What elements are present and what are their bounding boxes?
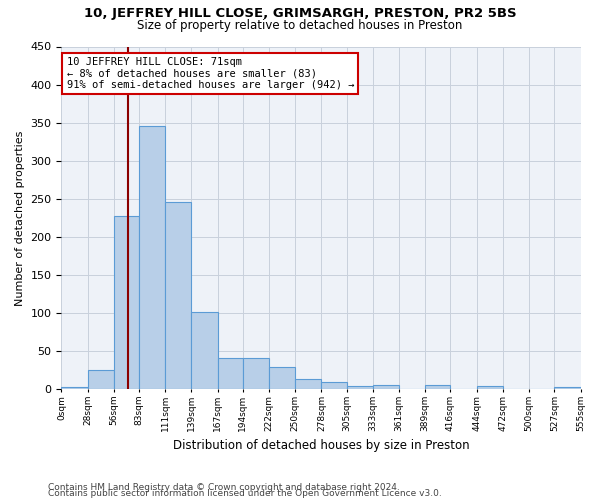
Text: Size of property relative to detached houses in Preston: Size of property relative to detached ho…	[137, 18, 463, 32]
Bar	[191, 312, 218, 389]
X-axis label: Distribution of detached houses by size in Preston: Distribution of detached houses by size …	[173, 440, 469, 452]
Bar	[347, 386, 373, 389]
Bar	[269, 367, 295, 389]
Bar	[243, 358, 269, 389]
Bar	[114, 216, 139, 389]
Bar	[139, 126, 165, 389]
Y-axis label: Number of detached properties: Number of detached properties	[15, 130, 25, 306]
Bar	[554, 387, 581, 389]
Bar	[165, 202, 191, 389]
Bar	[218, 358, 243, 389]
Text: Contains HM Land Registry data © Crown copyright and database right 2024.: Contains HM Land Registry data © Crown c…	[48, 484, 400, 492]
Bar	[373, 384, 399, 389]
Bar	[88, 370, 114, 389]
Bar	[322, 382, 347, 389]
Text: Contains public sector information licensed under the Open Government Licence v3: Contains public sector information licen…	[48, 490, 442, 498]
Bar	[61, 387, 88, 389]
Bar	[425, 386, 451, 389]
Text: 10, JEFFREY HILL CLOSE, GRIMSARGH, PRESTON, PR2 5BS: 10, JEFFREY HILL CLOSE, GRIMSARGH, PREST…	[83, 8, 517, 20]
Bar	[295, 380, 322, 389]
Text: 10 JEFFREY HILL CLOSE: 71sqm
← 8% of detached houses are smaller (83)
91% of sem: 10 JEFFREY HILL CLOSE: 71sqm ← 8% of det…	[67, 57, 354, 90]
Bar	[476, 386, 503, 389]
